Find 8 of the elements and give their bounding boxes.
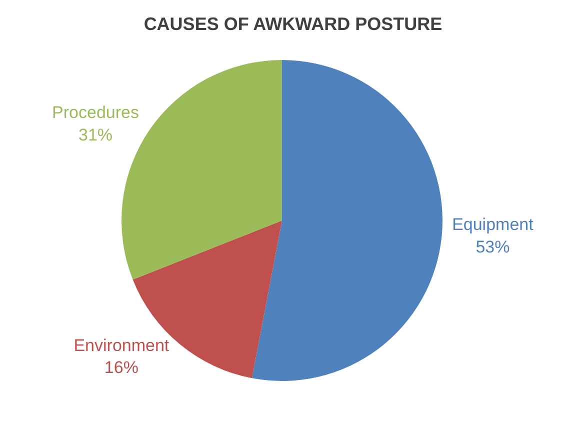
data-label: 31%: [78, 125, 113, 144]
chart-title: CAUSES OF AWKWARD POSTURE: [144, 14, 442, 34]
data-label: 16%: [104, 358, 138, 377]
slice-label: Environment: [74, 336, 170, 355]
slice-label: Equipment: [452, 215, 534, 234]
pie-slice: [252, 60, 442, 381]
data-label: 53%: [476, 237, 510, 256]
slice-label: Procedures: [52, 103, 139, 122]
